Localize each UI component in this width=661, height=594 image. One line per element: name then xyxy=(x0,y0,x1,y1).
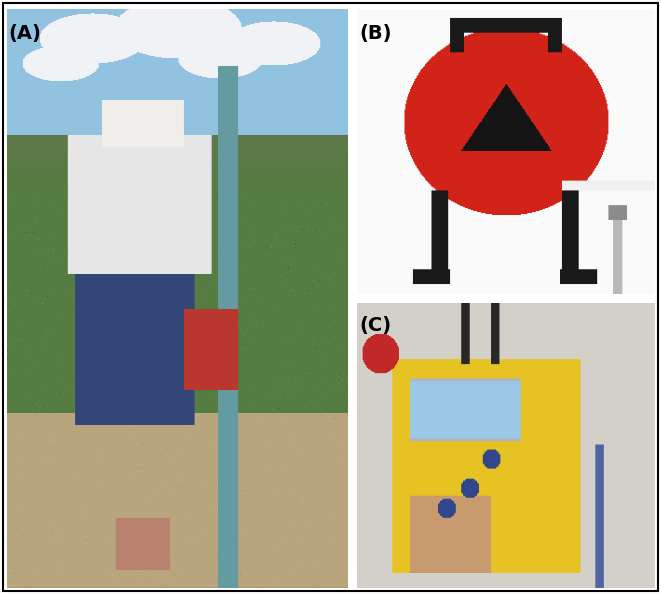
Text: (B): (B) xyxy=(359,24,391,43)
Text: (C): (C) xyxy=(359,316,391,335)
Text: (A): (A) xyxy=(9,24,42,43)
